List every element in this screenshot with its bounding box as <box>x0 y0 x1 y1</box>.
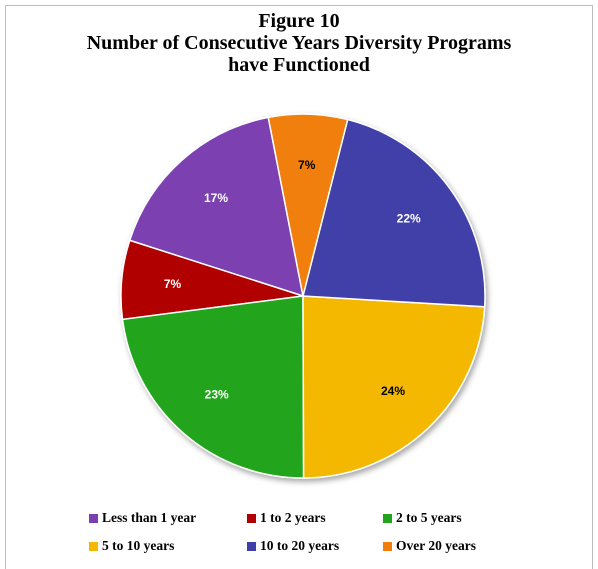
legend-label: Over 20 years <box>396 538 476 553</box>
legend-label: 2 to 5 years <box>396 510 462 525</box>
legend-item-over-20-years: Over 20 years <box>383 538 476 554</box>
legend-item-2-to-5-years: 2 to 5 years <box>383 510 462 526</box>
chart-title-block: Figure 10 Number of Consecutive Years Di… <box>0 10 598 76</box>
legend-swatch <box>383 541 392 551</box>
pie-data-label: 17% <box>204 191 228 205</box>
legend-item-10-to-20-years: 10 to 20 years <box>247 538 339 554</box>
chart-title: Figure 10 <box>258 10 340 32</box>
pie-data-label: 7% <box>298 158 316 172</box>
legend-label: 10 to 20 years <box>260 538 340 553</box>
legend-label: 5 to 10 years <box>102 538 175 553</box>
pie-slice-5-to-10-years <box>302 295 486 479</box>
legend-swatch <box>247 513 256 523</box>
chart-subtitle-line-2: have Functioned <box>228 54 370 76</box>
pie-data-label: 7% <box>164 277 182 291</box>
legend-label: 1 to 2 years <box>260 510 326 525</box>
legend-swatch <box>383 513 392 523</box>
legend-swatch <box>89 541 98 551</box>
pie-data-label: 22% <box>397 212 421 226</box>
pie-data-label: 23% <box>205 388 229 402</box>
pie-slice-less-than-1-year <box>128 116 304 298</box>
pie-data-label: 24% <box>381 384 405 398</box>
legend-item-less-than-1-year: Less than 1 year <box>89 510 196 526</box>
legend-item-1-to-2-years: 1 to 2 years <box>247 510 326 526</box>
pie-slice-2-to-5-years <box>121 295 305 479</box>
chart-subtitle-line-1: Number of Consecutive Years Diversity Pr… <box>86 32 512 54</box>
legend-swatch <box>247 541 256 551</box>
pie-slice-over-20-years <box>267 113 349 297</box>
legend-item-5-to-10-years: 5 to 10 years <box>89 538 174 554</box>
pie-slice-10-to-20-years <box>302 118 486 308</box>
legend-label: Less than 1 year <box>102 510 197 525</box>
legend-swatch <box>89 513 98 523</box>
